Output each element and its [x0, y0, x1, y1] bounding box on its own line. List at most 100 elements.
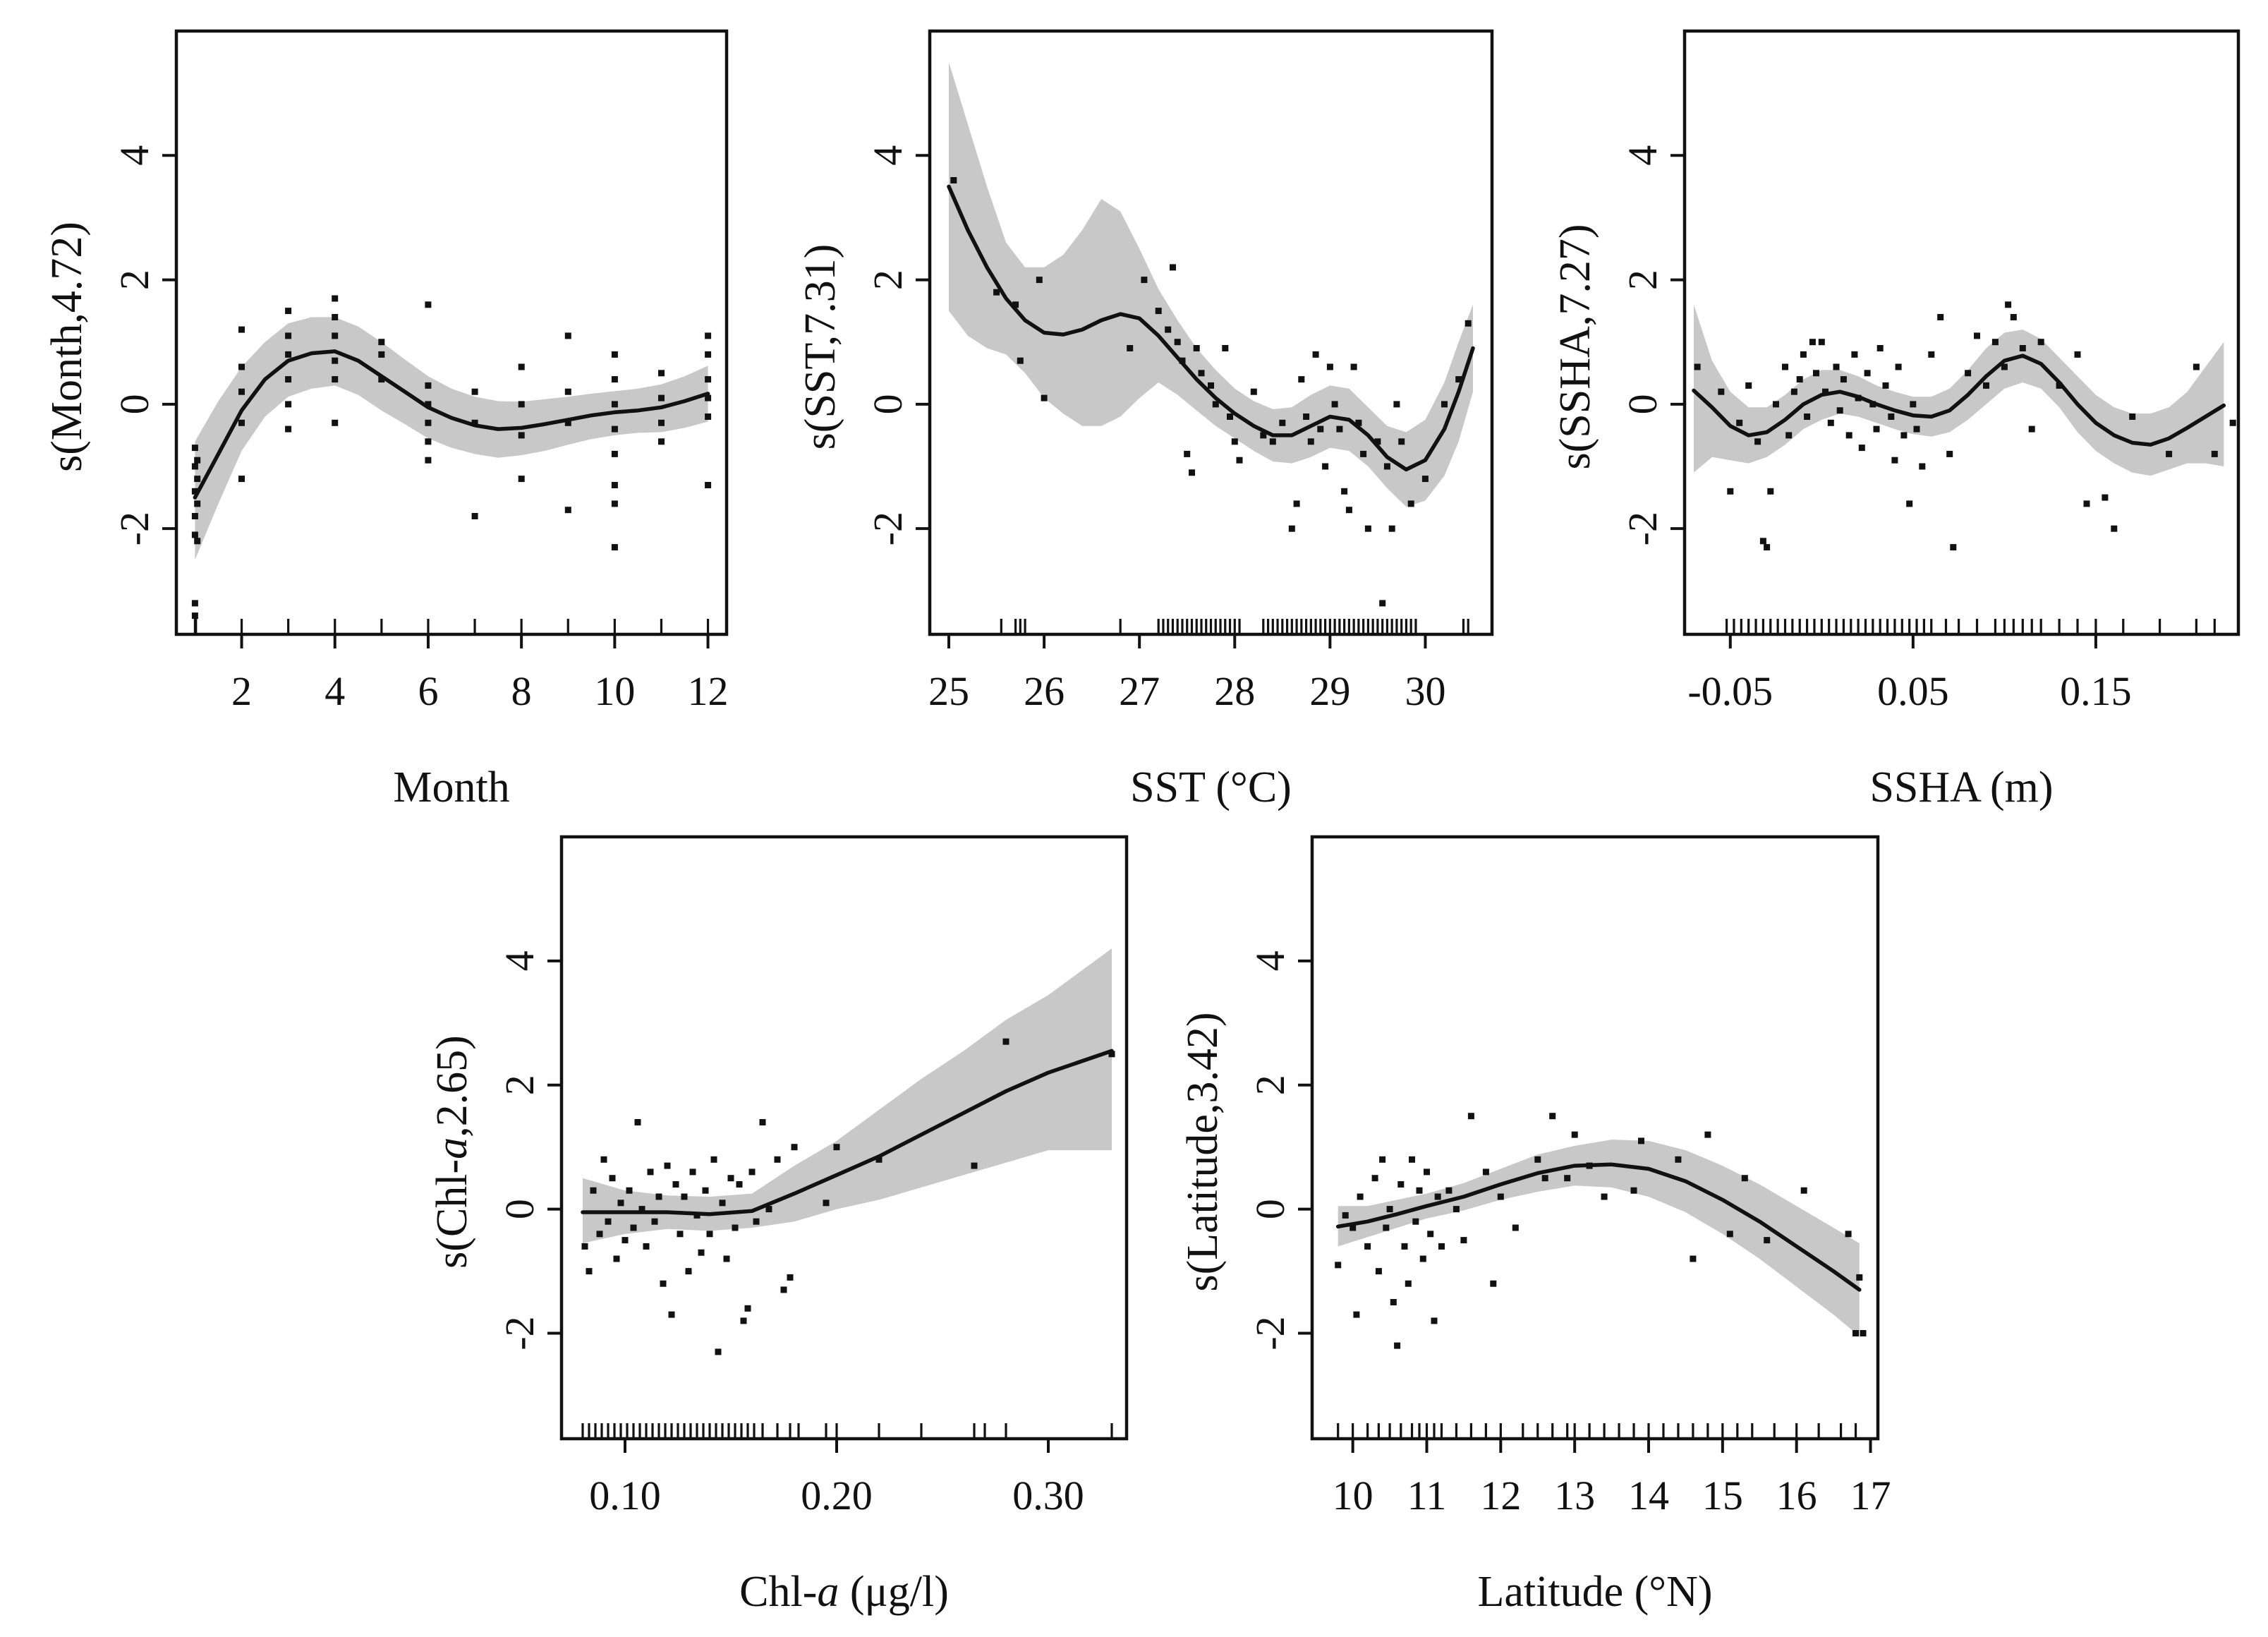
residual-point [1460, 1237, 1467, 1244]
residual-point [1208, 382, 1214, 389]
residual-point [1482, 1168, 1489, 1176]
y-tick-label: 0 [1247, 1199, 1293, 1219]
x-axis-title: Latitude (°N) [1478, 1568, 1713, 1616]
residual-point [1307, 438, 1314, 445]
residual-point [518, 363, 525, 370]
residual-point [723, 1255, 730, 1262]
residual-point [1236, 457, 1243, 464]
residual-point [1946, 450, 1953, 457]
residual-point [1407, 500, 1414, 507]
residual-point [1983, 382, 1989, 389]
residual-point [1840, 376, 1847, 383]
y-tick-label: 4 [497, 950, 542, 971]
residual-point [1638, 1137, 1644, 1144]
plot-area [1692, 301, 2236, 634]
confidence-band [195, 317, 708, 560]
residual-point [689, 1168, 696, 1176]
residual-point [1364, 525, 1371, 532]
x-tick-label: 28 [1214, 668, 1255, 714]
residual-point [658, 394, 665, 401]
residual-point [1379, 1156, 1386, 1163]
label-part: (μg/l) [839, 1568, 948, 1616]
residual-point [611, 376, 618, 383]
residual-point [774, 1156, 781, 1163]
residual-point [791, 1144, 798, 1151]
residual-point [1288, 525, 1295, 532]
y-tick-label: -2 [111, 512, 157, 545]
residual-point [564, 419, 571, 426]
residual-point [1836, 407, 1843, 414]
residual-point [564, 388, 571, 395]
residual-point [1231, 438, 1238, 445]
residual-point [1991, 339, 1999, 346]
residual-point [518, 432, 525, 439]
residual-point [238, 326, 245, 333]
residual-point [833, 1144, 840, 1151]
y-tick-label: 4 [865, 145, 911, 166]
smooth-curve [193, 349, 710, 500]
residual-point [672, 1181, 679, 1188]
residual-point [1809, 339, 1816, 346]
residual-point [638, 1206, 645, 1213]
residual-point [2111, 525, 2118, 532]
residual-point [1390, 1299, 1397, 1305]
x-axis-title: Month [393, 763, 509, 811]
residual-point [1950, 544, 1957, 551]
panel-sst: 25 26 27 28 29 30 -2 0 2 4 SST (°C) s(SST,7.31) [796, 29, 1494, 811]
residual-point [425, 419, 432, 426]
residual-point [611, 425, 618, 433]
residual-point [705, 413, 712, 420]
residual-point [2056, 382, 2063, 389]
residual-point [1906, 500, 1913, 507]
x-tick-label: 16 [1776, 1473, 1817, 1518]
residual-point [2193, 363, 2200, 370]
residual-point [191, 445, 198, 452]
residual-point [1412, 1218, 1419, 1225]
residual-point [1108, 1051, 1115, 1058]
x-tick-label: 17 [1850, 1473, 1891, 1518]
residual-point [1694, 363, 1701, 370]
residual-point [1353, 1311, 1360, 1318]
residual-point [518, 476, 525, 483]
plot-area [1335, 1113, 1867, 1439]
residual-point [2166, 450, 2173, 457]
residual-point [611, 401, 618, 408]
y-axis-title: s(Month,4.72) [43, 222, 91, 472]
x-axis-title: SST (°C) [1130, 763, 1292, 811]
residual-point [658, 438, 665, 445]
residual-point [1764, 544, 1771, 551]
residual-point [586, 1268, 593, 1275]
y-tick-label: 0 [1620, 394, 1666, 414]
residual-point [1222, 345, 1229, 351]
residual-point [1424, 1168, 1430, 1176]
residual-point [1512, 1224, 1519, 1231]
y-axis-title: s(Chl-a,2.65) [428, 1035, 476, 1269]
residual-point [1386, 1206, 1393, 1213]
residual-point [1017, 357, 1024, 364]
residual-point [1409, 1156, 1415, 1163]
residual-point [332, 295, 339, 302]
residual-point [1155, 308, 1162, 315]
residual-point [2102, 494, 2109, 501]
y-tick-label: 4 [1620, 145, 1666, 166]
residual-point [1860, 1330, 1867, 1336]
y-tick-label: 0 [865, 394, 911, 414]
x-tick-label: 0.15 [2060, 668, 2132, 714]
label-part: s(SST,7.31) [796, 244, 844, 450]
y-tick-label: 2 [1247, 1075, 1293, 1095]
residual-point [664, 1162, 671, 1169]
residual-point [1374, 438, 1381, 445]
residual-point [1453, 1206, 1460, 1213]
residual-point [1895, 363, 1902, 370]
residual-point [1773, 401, 1779, 408]
plot-frame [928, 29, 1494, 636]
residual-point [1873, 425, 1880, 433]
residual-point [1675, 1156, 1682, 1163]
y-tick-label: 2 [497, 1075, 542, 1095]
confidence-band [1694, 304, 2224, 476]
y-tick-label: 0 [497, 1199, 542, 1219]
residual-point [1549, 1113, 1556, 1120]
residual-point [630, 1224, 637, 1231]
residual-point [1357, 1193, 1364, 1200]
